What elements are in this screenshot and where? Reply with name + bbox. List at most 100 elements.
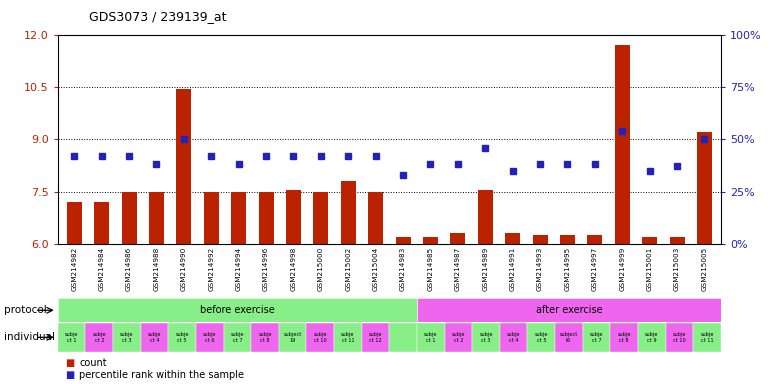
Text: subje
ct 11: subje ct 11: [341, 332, 355, 343]
Bar: [450, 233, 466, 244]
Bar: [396, 237, 411, 244]
Bar: [86, 323, 113, 352]
Bar: [583, 323, 611, 352]
Text: percentile rank within the sample: percentile rank within the sample: [79, 370, 244, 380]
Bar: [417, 323, 445, 352]
Text: before exercise: before exercise: [200, 305, 274, 315]
Text: subje
ct 10: subje ct 10: [314, 332, 327, 343]
Bar: [334, 323, 362, 352]
Text: GSM214983: GSM214983: [400, 247, 406, 291]
Bar: [149, 192, 164, 244]
Text: subje
ct 3: subje ct 3: [480, 332, 493, 343]
Bar: [341, 181, 355, 244]
Text: GSM214989: GSM214989: [482, 247, 488, 291]
Text: subje
ct 1: subje ct 1: [424, 332, 438, 343]
Text: subje
ct 4: subje ct 4: [148, 332, 161, 343]
Bar: [588, 235, 602, 244]
Text: GSM214986: GSM214986: [126, 247, 132, 291]
Text: subje
ct 5: subje ct 5: [175, 332, 189, 343]
Bar: [168, 323, 196, 352]
Text: subje
ct 8: subje ct 8: [258, 332, 272, 343]
Text: protocol: protocol: [4, 305, 46, 315]
Bar: [527, 323, 555, 352]
Text: ■: ■: [66, 370, 75, 380]
Bar: [505, 233, 520, 244]
Text: GSM215001: GSM215001: [647, 247, 652, 291]
Bar: [122, 192, 136, 244]
Text: GSM214996: GSM214996: [263, 247, 269, 291]
Text: GSM214988: GSM214988: [153, 247, 160, 291]
Bar: [555, 323, 583, 352]
Text: GSM214992: GSM214992: [208, 247, 214, 291]
Text: after exercise: after exercise: [536, 305, 602, 315]
Text: GSM214982: GSM214982: [71, 247, 77, 291]
Bar: [697, 132, 712, 244]
Bar: [560, 235, 575, 244]
Bar: [638, 323, 665, 352]
Bar: [67, 202, 82, 244]
Bar: [500, 323, 527, 352]
Text: GSM214997: GSM214997: [592, 247, 598, 291]
Text: subje
ct 7: subje ct 7: [590, 332, 604, 343]
Text: GSM214998: GSM214998: [291, 247, 297, 291]
Bar: [642, 237, 657, 244]
Text: GSM214994: GSM214994: [236, 247, 241, 291]
Bar: [665, 323, 693, 352]
Bar: [58, 323, 86, 352]
Bar: [224, 323, 251, 352]
Text: subje
ct 12: subje ct 12: [369, 332, 382, 343]
Bar: [614, 45, 630, 244]
Text: subje
ct 6: subje ct 6: [203, 332, 217, 343]
Text: subje
ct 10: subje ct 10: [672, 332, 686, 343]
Bar: [693, 323, 721, 352]
Bar: [478, 190, 493, 244]
Bar: [306, 323, 334, 352]
Text: count: count: [79, 358, 107, 368]
Text: GSM214995: GSM214995: [564, 247, 571, 291]
Text: subject
t6: subject t6: [560, 332, 578, 343]
Bar: [140, 323, 168, 352]
Text: subje
ct 2: subje ct 2: [452, 332, 465, 343]
Text: subject
19: subject 19: [284, 332, 301, 343]
Text: GSM214985: GSM214985: [427, 247, 433, 291]
Bar: [611, 323, 638, 352]
Bar: [113, 323, 140, 352]
Text: subje
ct 8: subje ct 8: [618, 332, 631, 343]
Text: GSM215000: GSM215000: [318, 247, 324, 291]
Bar: [258, 192, 274, 244]
Bar: [204, 192, 219, 244]
Text: subje
ct 4: subje ct 4: [507, 332, 520, 343]
Text: subje
ct 2: subje ct 2: [93, 332, 106, 343]
Text: GSM215004: GSM215004: [372, 247, 379, 291]
Bar: [231, 192, 246, 244]
Text: GSM214991: GSM214991: [510, 247, 516, 291]
Bar: [313, 192, 328, 244]
Text: GSM215003: GSM215003: [674, 247, 680, 291]
Text: GDS3073 / 239139_at: GDS3073 / 239139_at: [89, 10, 226, 23]
Text: GSM215005: GSM215005: [702, 247, 708, 291]
Bar: [177, 89, 191, 244]
Text: subje
ct 11: subje ct 11: [700, 332, 714, 343]
Bar: [362, 323, 389, 352]
Bar: [196, 323, 224, 352]
Bar: [669, 237, 685, 244]
Text: subje
ct 7: subje ct 7: [231, 332, 244, 343]
Text: GSM214990: GSM214990: [181, 247, 187, 291]
Bar: [279, 323, 306, 352]
Text: GSM214987: GSM214987: [455, 247, 461, 291]
Text: GSM214993: GSM214993: [537, 247, 543, 291]
Text: GSM214984: GSM214984: [99, 247, 105, 291]
Bar: [389, 323, 417, 352]
Bar: [251, 323, 279, 352]
Bar: [368, 192, 383, 244]
Bar: [58, 298, 417, 322]
Bar: [445, 323, 472, 352]
Text: subje
ct 3: subje ct 3: [120, 332, 133, 343]
Text: subje
ct 9: subje ct 9: [645, 332, 658, 343]
Bar: [423, 237, 438, 244]
Bar: [472, 323, 500, 352]
Bar: [417, 298, 721, 322]
Text: GSM215002: GSM215002: [345, 247, 352, 291]
Bar: [286, 190, 301, 244]
Bar: [533, 235, 547, 244]
